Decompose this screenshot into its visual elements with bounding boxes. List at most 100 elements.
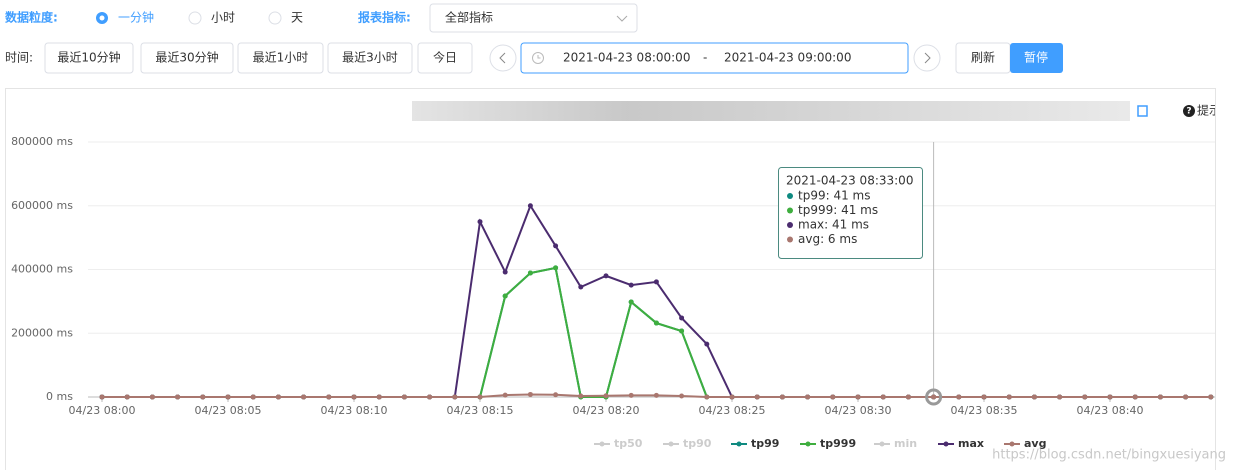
tooltip-title: 2021-04-23 08:33:00 [786, 174, 913, 188]
metric-label: 报表指标: [358, 10, 411, 25]
quick-label: 最近30分钟 [155, 50, 218, 65]
data-point [603, 393, 609, 399]
data-point [527, 203, 533, 209]
tooltip-dot [787, 207, 793, 214]
x-tick-label: 04/23 08:00 [69, 404, 136, 417]
metric-select[interactable] [429, 3, 638, 33]
quick-button[interactable] [44, 42, 134, 74]
data-point [275, 394, 281, 400]
metric-value: 全部指标 [445, 10, 493, 25]
quick-label: 最近3小时 [342, 51, 398, 65]
data-point [956, 394, 962, 400]
data-point [653, 320, 659, 326]
data-point [225, 394, 231, 400]
clock-icon [532, 52, 544, 64]
tooltip-dot [787, 222, 793, 228]
chart-panel [5, 88, 1216, 470]
data-point [452, 394, 458, 400]
prev-button[interactable] [489, 44, 517, 72]
data-point [679, 393, 685, 399]
range-picker[interactable] [520, 42, 909, 74]
help-icon[interactable] [1183, 105, 1195, 117]
data-point [1031, 394, 1037, 400]
legend-label[interactable]: tp50 [614, 437, 643, 450]
radio-label[interactable]: 小时 [211, 11, 235, 25]
data-point [200, 394, 206, 400]
legend-dot [943, 441, 949, 447]
range-start: 2021-04-23 08:00:00 [563, 51, 690, 65]
legend-dot [1009, 441, 1015, 447]
y-tick-label: 0 ms [46, 390, 73, 403]
tooltip-line: tp99: 41 ms [798, 189, 870, 203]
data-point [1082, 394, 1088, 400]
tooltip-line: tp999: 41 ms [798, 203, 878, 217]
y-tick-label: 400000 ms [11, 263, 73, 276]
tooltip-line: max: 41 ms [798, 218, 869, 232]
legend-label[interactable]: tp90 [683, 437, 712, 450]
data-point [830, 394, 836, 400]
data-point [175, 394, 181, 400]
data-point [679, 328, 685, 334]
help-wrap: 提示 [1197, 103, 1221, 118]
legend-label[interactable]: avg [1024, 437, 1046, 450]
data-point [981, 394, 987, 400]
quick-label: 最近1小时 [253, 51, 309, 65]
highlight-marker [925, 388, 943, 406]
granularity-label: 数据粒度: [5, 10, 58, 25]
data-point [653, 279, 659, 285]
pause-button[interactable] [1010, 43, 1063, 73]
legend: tp50 tp90 tp99 tp999 min max avg [594, 437, 1046, 450]
data-point [1057, 394, 1063, 400]
legend-dot [879, 441, 885, 447]
quick-button[interactable] [140, 42, 234, 74]
radio-label[interactable]: 一分钟 [118, 10, 154, 25]
time-label: 时间: [5, 51, 33, 65]
data-point [805, 394, 811, 400]
data-point [477, 219, 483, 225]
data-point [704, 341, 710, 347]
data-point [401, 394, 407, 400]
data-point [250, 394, 256, 400]
data-point [628, 392, 634, 398]
x-tick-label: 04/23 08:20 [573, 404, 640, 417]
data-point [653, 392, 659, 398]
radio-label[interactable]: 天 [291, 11, 303, 25]
data-point [99, 394, 105, 400]
data-point [527, 391, 533, 397]
data-point [553, 265, 559, 271]
next-button[interactable] [913, 44, 941, 72]
help-text[interactable]: 提示 [1197, 103, 1221, 118]
blurred-toolbar [412, 101, 1130, 121]
data-point [376, 394, 382, 400]
legend-dot [805, 441, 811, 447]
data-point [553, 392, 559, 398]
data-point [729, 394, 735, 400]
toolbar-icon[interactable] [1137, 105, 1148, 117]
clock-hands [537, 55, 541, 59]
data-point [880, 394, 886, 400]
x-tick-label: 04/23 08:30 [825, 404, 892, 417]
y-tick-label: 800000 ms [11, 135, 73, 148]
data-point [855, 394, 861, 400]
quick-button[interactable] [327, 42, 413, 74]
radio[interactable] [188, 11, 202, 25]
radio[interactable] [268, 11, 282, 25]
quick-button[interactable] [237, 42, 324, 74]
data-point [1132, 394, 1138, 400]
data-point [1183, 394, 1189, 400]
tooltip-line: avg: 6 ms [798, 232, 857, 246]
legend-label[interactable]: tp99 [751, 437, 779, 450]
chevron [616, 15, 628, 22]
data-point [754, 394, 760, 400]
data-point [1006, 394, 1012, 400]
data-point [628, 282, 634, 288]
legend-label[interactable]: tp999 [820, 437, 856, 450]
data-point [427, 394, 433, 400]
legend-label[interactable]: max [958, 437, 984, 450]
legend-label[interactable]: min [894, 437, 917, 450]
y-tick-label: 200000 ms [11, 326, 73, 339]
quick-label: 最近10分钟 [57, 50, 120, 65]
quick-button[interactable] [417, 42, 473, 74]
data-point [905, 394, 911, 400]
